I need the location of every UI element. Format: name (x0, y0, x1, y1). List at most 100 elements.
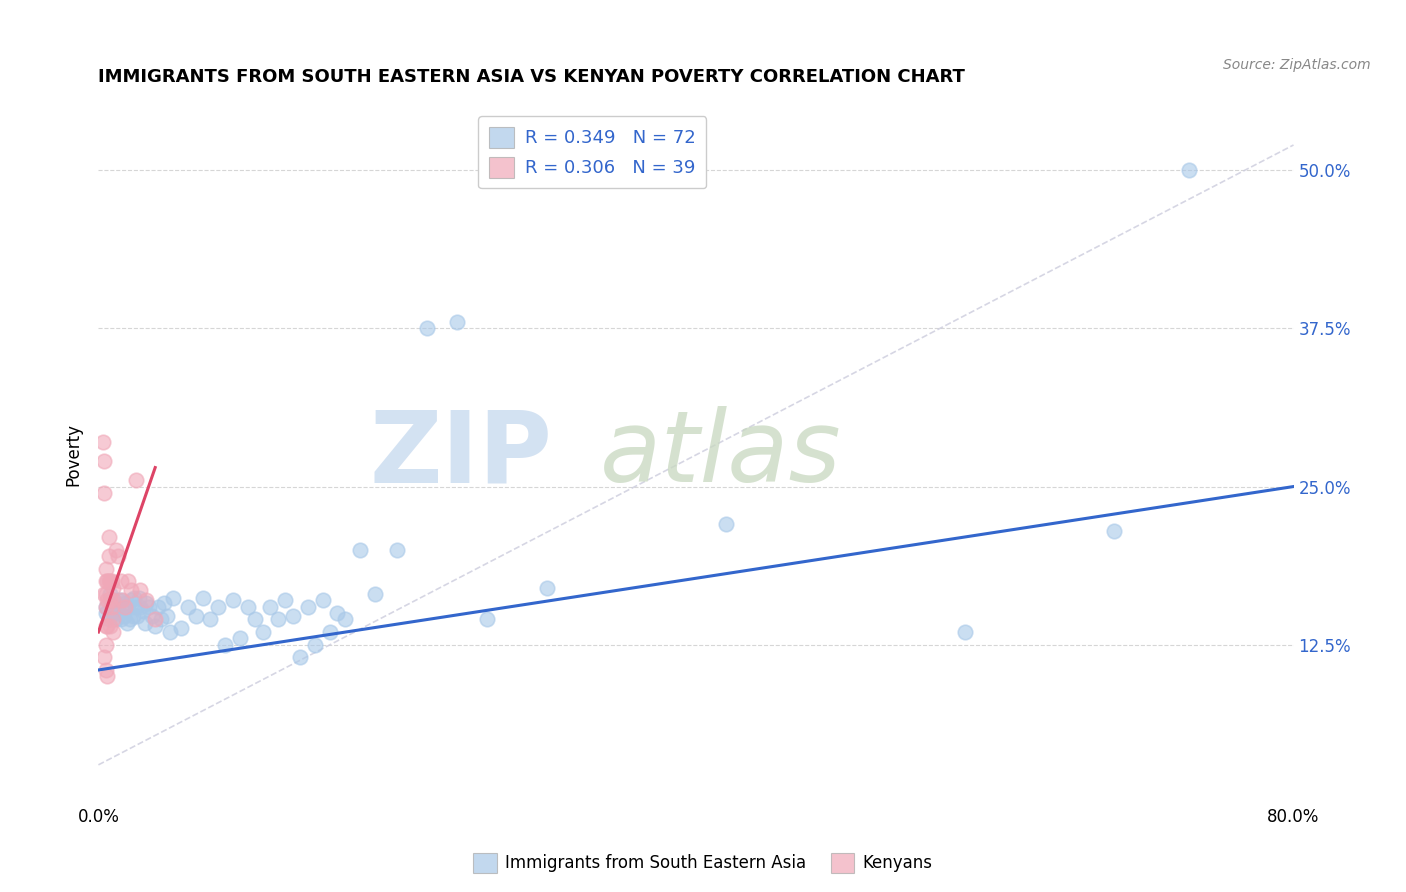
Point (156, 608, 179, 623)
Point (94, 638, 117, 652)
Point (103, 606, 125, 620)
Point (94, 574, 117, 589)
Point (297, 599, 319, 614)
Point (1104, 524, 1126, 538)
Point (191, 591, 214, 605)
Point (143, 618, 166, 632)
Point (93, 454, 115, 468)
Point (229, 632, 252, 646)
Point (107, 549, 129, 563)
Point (94, 606, 117, 620)
Point (110, 574, 132, 589)
Point (333, 612, 356, 626)
Point (267, 612, 290, 626)
Point (245, 612, 267, 626)
Point (1178, 163, 1201, 178)
Point (98, 618, 122, 632)
Point (385, 542, 409, 557)
Point (105, 612, 128, 626)
Point (148, 599, 170, 614)
Text: Source: ZipAtlas.com: Source: ZipAtlas.com (1223, 58, 1371, 72)
Legend: Immigrants from South Eastern Asia, Kenyans: Immigrants from South Eastern Asia, Keny… (467, 847, 939, 880)
Point (311, 593, 333, 607)
Point (141, 608, 163, 623)
Point (124, 591, 146, 605)
Point (222, 593, 245, 607)
Point (304, 638, 326, 652)
Point (129, 599, 152, 614)
Point (103, 593, 125, 607)
Point (98, 587, 122, 601)
Point (101, 599, 124, 614)
Point (129, 583, 152, 598)
Point (101, 574, 124, 589)
Point (117, 574, 139, 589)
Point (153, 596, 176, 610)
Point (281, 608, 304, 623)
Point (93, 587, 115, 601)
Point (97, 530, 120, 544)
Point (207, 599, 229, 614)
Point (252, 625, 274, 640)
Point (446, 315, 468, 329)
Point (259, 599, 281, 614)
Point (105, 542, 128, 557)
Point (94, 663, 117, 677)
Point (135, 596, 157, 610)
Point (96, 574, 118, 589)
Point (120, 583, 142, 598)
Point (97, 574, 120, 589)
Point (107, 593, 129, 607)
Point (135, 593, 157, 607)
Point (162, 591, 184, 605)
Point (349, 542, 371, 557)
Point (132, 603, 155, 617)
Point (236, 599, 259, 614)
Point (98, 593, 122, 607)
Point (159, 625, 181, 640)
Point (94, 618, 117, 632)
Point (184, 608, 207, 623)
Point (110, 593, 132, 607)
Point (953, 625, 976, 640)
Point (200, 612, 222, 626)
Point (475, 612, 498, 626)
Point (111, 599, 134, 614)
Point (117, 599, 139, 614)
Point (125, 473, 148, 487)
Point (96, 618, 118, 632)
Point (103, 593, 125, 607)
Point (714, 517, 737, 532)
Point (110, 612, 132, 626)
Text: ZIP: ZIP (370, 407, 553, 503)
Point (98, 574, 122, 589)
Point (128, 591, 150, 605)
Point (114, 596, 136, 610)
Text: atlas: atlas (600, 407, 842, 503)
Point (104, 599, 127, 614)
Point (112, 608, 135, 623)
Point (177, 599, 200, 614)
Point (274, 593, 297, 607)
Point (93, 486, 115, 500)
Point (96, 669, 118, 683)
Point (125, 599, 148, 614)
Legend: R = 0.349   N = 72, R = 0.306   N = 39: R = 0.349 N = 72, R = 0.306 N = 39 (478, 116, 706, 188)
Point (103, 625, 125, 640)
Point (118, 612, 141, 626)
Point (169, 621, 191, 635)
Point (138, 599, 160, 614)
Point (114, 599, 136, 614)
Point (103, 581, 125, 595)
Text: IMMIGRANTS FROM SOUTH EASTERN ASIA VS KENYAN POVERTY CORRELATION CHART: IMMIGRANTS FROM SOUTH EASTERN ASIA VS KE… (98, 68, 966, 86)
Point (94, 599, 117, 614)
Point (101, 599, 124, 614)
Point (364, 587, 387, 601)
Point (319, 625, 342, 640)
Point (134, 616, 156, 631)
Point (150, 612, 173, 626)
Point (288, 650, 311, 665)
Point (115, 616, 138, 631)
Y-axis label: Poverty: Poverty (65, 424, 83, 486)
Point (94, 599, 117, 614)
